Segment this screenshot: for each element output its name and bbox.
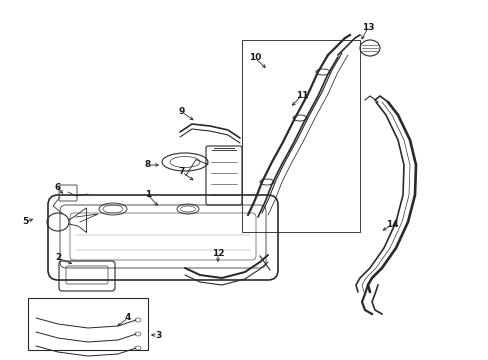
Text: 1: 1 bbox=[144, 190, 151, 199]
Text: 12: 12 bbox=[211, 248, 224, 257]
Text: 11: 11 bbox=[295, 90, 307, 99]
Text: 2: 2 bbox=[55, 253, 61, 262]
Bar bbox=[242, 40, 359, 232]
Bar bbox=[28, 298, 148, 350]
Text: 9: 9 bbox=[179, 108, 185, 117]
Text: 6: 6 bbox=[55, 184, 61, 193]
Text: 14: 14 bbox=[385, 220, 398, 230]
Text: 7: 7 bbox=[179, 167, 185, 176]
Text: 5: 5 bbox=[22, 217, 28, 226]
Text: 4: 4 bbox=[124, 314, 131, 323]
Text: 13: 13 bbox=[361, 23, 373, 32]
Text: 3: 3 bbox=[155, 330, 161, 339]
Text: 8: 8 bbox=[144, 161, 151, 170]
Text: 10: 10 bbox=[248, 54, 261, 63]
